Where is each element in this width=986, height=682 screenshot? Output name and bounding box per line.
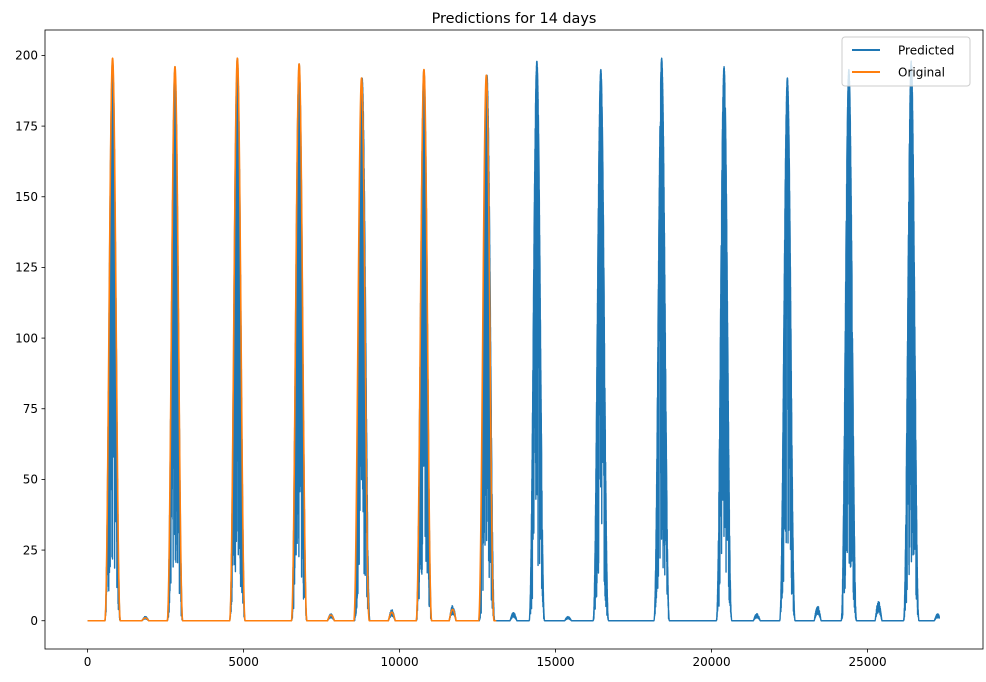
y-tick-label: 100 — [15, 331, 38, 345]
plot-frame — [44, 29, 984, 650]
x-tick-label: 10000 — [381, 655, 419, 669]
x-tick-label: 0 — [84, 655, 92, 669]
y-tick-label: 175 — [15, 119, 38, 133]
y-tick-label: 150 — [15, 190, 38, 204]
y-tick-label: 0 — [30, 614, 38, 628]
x-tick-label: 15000 — [536, 655, 574, 669]
y-tick-label: 25 — [23, 543, 38, 557]
y-tick-label: 50 — [23, 473, 38, 487]
y-tick-label: 125 — [15, 261, 38, 275]
x-tick-label: 20000 — [692, 655, 730, 669]
series-line-predicted — [86, 57, 941, 622]
legend-label-predicted: Predicted — [898, 44, 954, 58]
legend: Predicted Original — [841, 36, 971, 87]
series-line-original — [86, 57, 498, 622]
x-tick-label: 5000 — [228, 655, 259, 669]
x-tick-label: 25000 — [848, 655, 886, 669]
y-tick-label: 75 — [23, 402, 38, 416]
y-tick-label: 200 — [15, 49, 38, 63]
chart-title: Predictions for 14 days — [432, 11, 597, 27]
legend-label-original: Original — [898, 66, 945, 80]
